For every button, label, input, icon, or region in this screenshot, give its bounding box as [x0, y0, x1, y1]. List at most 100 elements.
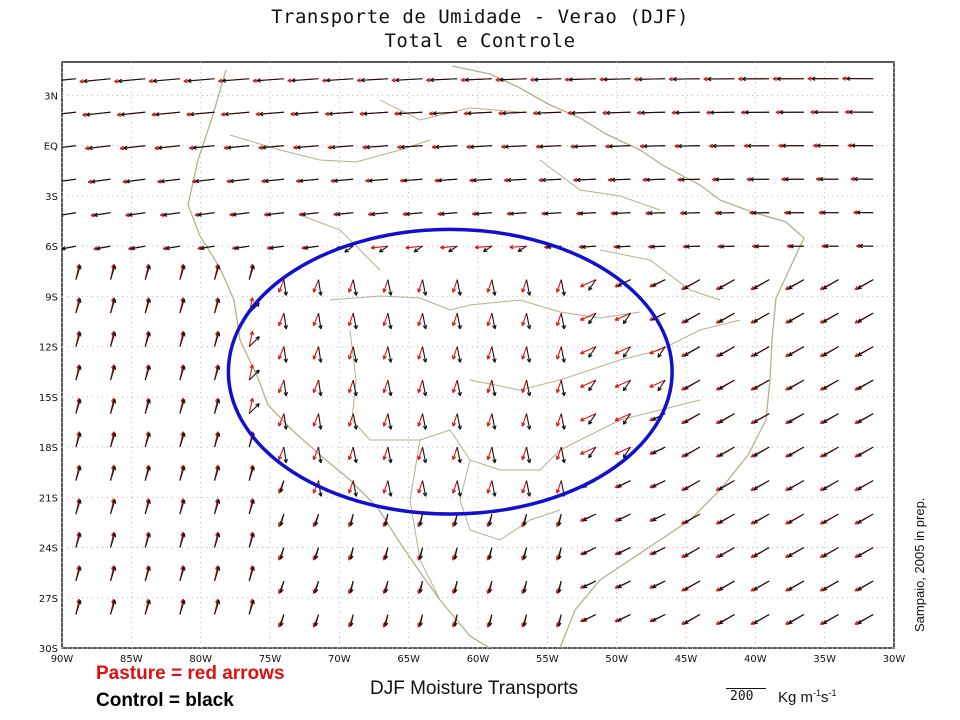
transport-vector: [857, 580, 874, 591]
lon-label: 65W: [397, 654, 420, 665]
transport-vector: [312, 379, 320, 394]
transport-vector: [474, 245, 492, 250]
transport-vector: [451, 379, 458, 394]
transport-vector: [314, 614, 320, 627]
transport-vector: [753, 580, 770, 591]
transport-vector: [179, 499, 186, 515]
lon-label: 60W: [467, 654, 490, 665]
transport-vector: [347, 312, 354, 327]
transport-vector: [144, 399, 151, 414]
transport-vector: [453, 580, 458, 593]
transport-vector: [128, 212, 146, 217]
transport-vector: [144, 432, 151, 448]
transport-vector: [522, 547, 528, 560]
transport-vector: [717, 210, 735, 216]
transport-vector: [525, 446, 532, 464]
transport-vector: [200, 245, 215, 251]
transport-vector: [788, 446, 805, 457]
transport-vector: [264, 178, 284, 184]
transport-vector: [718, 379, 735, 390]
transport-vector: [507, 177, 527, 183]
transport-vector: [491, 380, 497, 397]
transport-vector: [517, 245, 527, 253]
transport-vector: [387, 346, 393, 363]
transport-vector: [312, 446, 320, 461]
transport-vector: [179, 365, 186, 381]
transport-vector: [617, 580, 631, 589]
transport-vector: [718, 580, 735, 591]
transport-vector: [248, 466, 255, 481]
transport-vector: [120, 111, 146, 117]
lat-label: 9S: [45, 292, 58, 303]
transport-vector: [248, 499, 255, 515]
transport-vector: [464, 77, 492, 83]
transport-vector: [684, 379, 701, 390]
transport-vector: [580, 346, 597, 355]
transport-vector: [417, 379, 424, 394]
transport-vector: [144, 466, 151, 481]
transport-vector: [110, 532, 117, 548]
transport-vector: [560, 279, 566, 296]
transport-vector: [160, 178, 180, 184]
transport-vector: [214, 599, 221, 615]
transport-vector: [192, 145, 215, 150]
transport-vector: [582, 513, 597, 522]
transport-vector: [421, 446, 428, 464]
lat-label: EQ: [44, 142, 58, 153]
transport-vector: [279, 547, 285, 560]
transport-vector: [75, 466, 82, 481]
transport-vector: [605, 110, 631, 116]
transport-vector: [822, 446, 839, 457]
transport-vector: [110, 566, 117, 582]
transport-vector: [651, 279, 666, 287]
transport-vector: [382, 446, 389, 461]
transport-vector: [788, 480, 805, 491]
transport-vector: [417, 413, 424, 427]
transport-vector: [421, 279, 428, 296]
transport-vector: [614, 346, 631, 355]
transport-vector: [521, 446, 528, 461]
transport-vector: [608, 144, 631, 149]
transport-vector: [378, 245, 389, 253]
transport-vector: [110, 399, 117, 414]
transport-vector: [144, 566, 151, 582]
lat-label: 6S: [45, 242, 58, 253]
transport-vector: [718, 480, 735, 491]
transport-vector: [555, 279, 562, 293]
legend-pasture: Pasture = red arrows: [96, 663, 285, 684]
transport-vector: [299, 178, 319, 183]
transport-vector: [482, 245, 493, 253]
transport-vector: [536, 110, 562, 116]
transport-vector: [822, 312, 839, 323]
transport-vector: [387, 446, 393, 464]
transport-vector: [486, 446, 493, 461]
transport-vector: [283, 413, 288, 430]
transport-vector: [365, 144, 388, 150]
transport-vector: [214, 399, 221, 414]
transport-vector: [753, 346, 770, 357]
transport-vector: [857, 547, 874, 558]
transport-vector: [499, 77, 527, 82]
transport-vector: [651, 513, 666, 522]
transport-vector: [509, 211, 527, 216]
transport-vector: [557, 614, 562, 627]
transport-vector: [91, 178, 111, 184]
lon-label: 75W: [259, 654, 282, 665]
transport-vector: [417, 312, 424, 327]
transport-vector: [85, 111, 111, 117]
transport-vector: [684, 480, 701, 491]
lat-label: 3S: [45, 192, 58, 203]
transport-vector: [331, 144, 354, 150]
transport-vector: [822, 513, 839, 524]
transport-vector: [312, 346, 320, 360]
transport-vector: [822, 480, 839, 491]
transport-vector: [651, 446, 666, 455]
arrow-scale-legend: 200 Kg m-1s-1: [724, 684, 884, 714]
transport-vector: [382, 379, 389, 394]
transport-vector: [617, 614, 631, 622]
transport-vector: [370, 211, 388, 217]
transport-vector: [614, 413, 631, 422]
transport-vector: [229, 178, 250, 184]
transport-vector: [622, 346, 631, 358]
transport-vector: [317, 413, 323, 430]
